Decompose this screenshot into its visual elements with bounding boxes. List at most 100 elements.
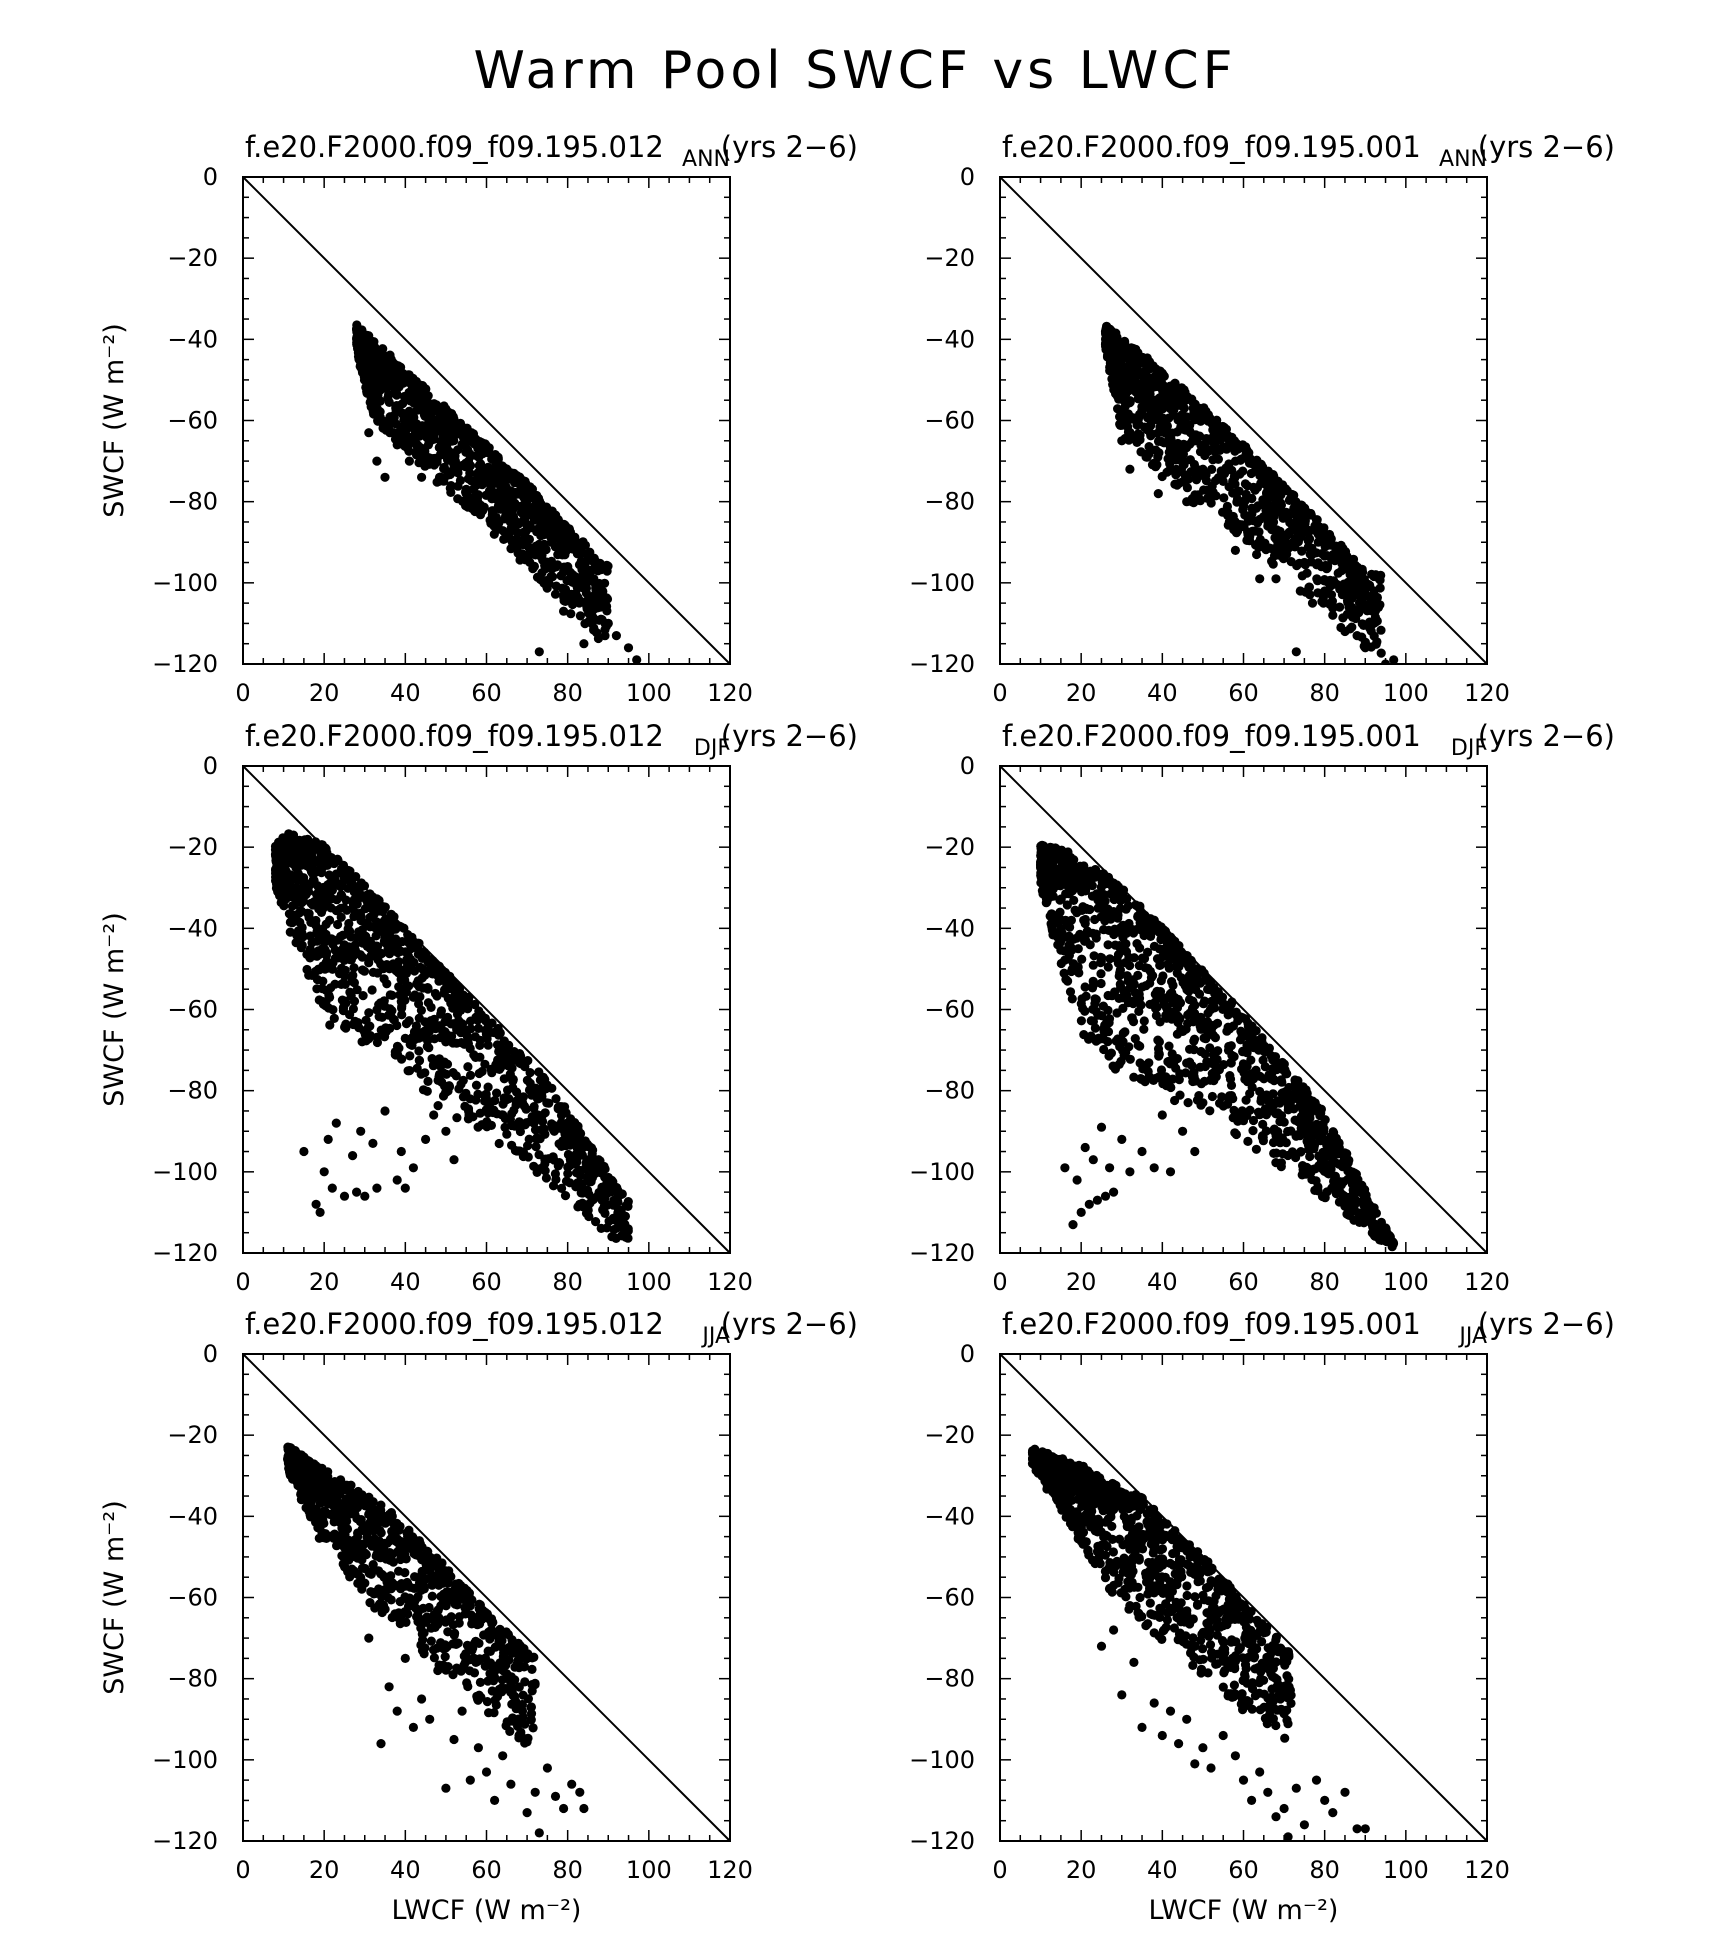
data-point xyxy=(514,1117,524,1127)
panel-years: (yrs 2−6) xyxy=(721,719,858,753)
y-axis-label: SWCF (W m⁻²) xyxy=(99,912,130,1107)
data-point xyxy=(544,1098,554,1108)
data-point xyxy=(1125,961,1135,971)
data-point xyxy=(458,496,468,506)
data-point xyxy=(1292,561,1302,571)
data-point xyxy=(403,1066,413,1076)
data-point xyxy=(367,985,377,995)
data-point xyxy=(453,481,463,491)
data-point xyxy=(327,1183,337,1193)
data-point xyxy=(443,437,453,447)
data-point xyxy=(285,917,295,927)
data-point xyxy=(1076,1016,1086,1026)
data-point xyxy=(474,452,484,462)
data-point xyxy=(362,890,372,900)
data-point xyxy=(591,1217,601,1227)
data-point xyxy=(353,894,363,904)
data-point xyxy=(1182,497,1192,507)
data-point xyxy=(576,1188,586,1198)
data-point xyxy=(1164,963,1174,973)
data-point xyxy=(495,504,506,514)
data-point xyxy=(534,496,544,506)
data-point xyxy=(536,531,546,541)
data-point xyxy=(563,562,573,572)
data-point xyxy=(1296,532,1306,542)
data-point xyxy=(466,1016,476,1026)
data-point xyxy=(1088,960,1098,970)
data-point xyxy=(532,1133,542,1143)
data-point xyxy=(368,1138,378,1148)
data-point xyxy=(600,1172,610,1182)
data-point xyxy=(1369,631,1379,641)
data-point xyxy=(393,948,403,958)
data-point xyxy=(563,1118,573,1128)
data-point xyxy=(1213,1046,1223,1056)
data-point xyxy=(321,950,331,961)
data-point xyxy=(1135,435,1145,445)
data-point xyxy=(1335,602,1345,612)
data-point xyxy=(516,476,526,486)
data-point xyxy=(1183,474,1194,484)
data-point xyxy=(481,1105,491,1115)
data-point xyxy=(541,1173,552,1183)
data-point xyxy=(1287,489,1297,500)
data-point xyxy=(1108,373,1118,383)
y-tick-label: −80 xyxy=(167,1077,218,1105)
x-tick-label: 120 xyxy=(1464,679,1510,707)
data-point xyxy=(315,1207,325,1217)
data-point xyxy=(449,460,459,470)
data-point xyxy=(439,988,449,998)
data-point xyxy=(623,643,634,653)
data-point xyxy=(333,919,343,930)
data-point xyxy=(473,468,483,478)
data-point xyxy=(358,991,368,1001)
data-point xyxy=(411,420,422,430)
data-point xyxy=(489,529,499,539)
data-point xyxy=(483,1040,493,1050)
data-point xyxy=(1276,1075,1286,1085)
data-point xyxy=(534,1067,544,1077)
data-point xyxy=(504,1058,514,1068)
data-point xyxy=(1241,449,1251,460)
data-point xyxy=(510,537,520,547)
data-point xyxy=(579,639,589,649)
data-point xyxy=(292,842,302,852)
data-point xyxy=(287,882,297,892)
panel-season: DJF xyxy=(1451,736,1487,761)
data-point xyxy=(526,492,537,503)
x-tick-label: 60 xyxy=(1228,1268,1259,1296)
data-point xyxy=(443,973,453,983)
reference-line xyxy=(999,176,1488,665)
data-point xyxy=(1283,513,1293,523)
y-tick-label: −60 xyxy=(167,407,218,435)
y-tick-label: −120 xyxy=(152,650,218,678)
data-point xyxy=(426,955,436,965)
data-point xyxy=(321,997,331,1007)
data-point xyxy=(1134,961,1144,971)
x-tick-label: 100 xyxy=(626,679,672,707)
y-tick-label: −100 xyxy=(909,1158,975,1186)
data-point xyxy=(556,1117,567,1128)
data-point xyxy=(1195,431,1205,441)
data-point xyxy=(368,347,379,357)
data-point xyxy=(494,1138,504,1149)
data-point xyxy=(415,962,425,973)
data-point xyxy=(1281,484,1291,494)
data-point xyxy=(320,937,330,947)
data-point xyxy=(1346,555,1356,565)
data-point xyxy=(1202,1057,1212,1067)
data-point xyxy=(1161,1013,1171,1023)
data-point xyxy=(498,1110,508,1120)
data-point xyxy=(548,1181,559,1191)
data-point xyxy=(1189,498,1199,508)
y-tick-label: −40 xyxy=(167,914,218,942)
data-point xyxy=(501,1095,512,1105)
data-point xyxy=(280,860,290,871)
data-point xyxy=(385,1004,395,1014)
data-point xyxy=(325,878,335,888)
data-point xyxy=(1103,349,1113,359)
data-point xyxy=(368,906,379,916)
data-point xyxy=(1103,990,1113,1001)
y-tick-label: −100 xyxy=(909,569,975,597)
x-tick-label: 60 xyxy=(471,679,502,707)
